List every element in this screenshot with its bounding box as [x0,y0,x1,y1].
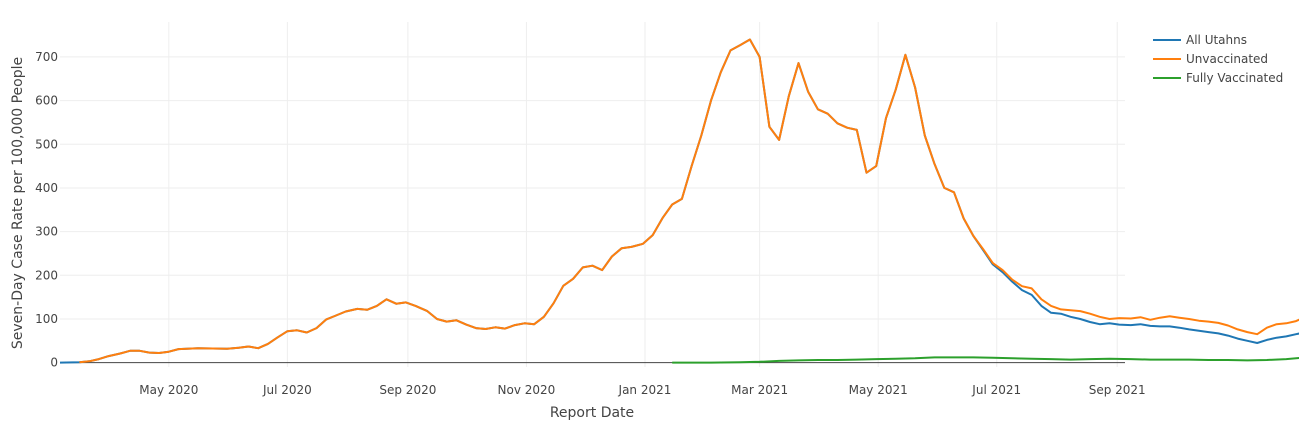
legend-label[interactable]: Unvaccinated [1186,52,1268,66]
series-lines [59,38,1299,364]
y-tick-label: 200 [35,268,58,282]
y-tick-label: 100 [35,312,58,326]
y-tick-label: 500 [35,137,58,151]
y-tick-label: 700 [35,50,58,64]
legend-label[interactable]: All Utahns [1186,33,1247,47]
x-tick-labels: May 2020 Jul 2020 Sep 2020 Nov 2020 Jan 2021… [139,383,1145,397]
x-tick-label: Jul 2020 [262,383,312,397]
x-tick-label: May 2020 [139,383,198,397]
y-tick-label: 600 [35,94,58,108]
x-tick-label: Sep 2020 [379,383,436,397]
x-tick-label: Jan 2021 [618,383,672,397]
x-tick-label: May 2021 [849,383,908,397]
y-tick-label: 300 [35,225,58,239]
legend-label[interactable]: Fully Vaccinated [1186,71,1283,85]
y-tick-label: 400 [35,181,58,195]
x-axis-title: Report Date [550,405,634,421]
legend: All Utahns Unvaccinated Fully Vaccinated [1153,33,1283,85]
series-line-fully-vaccinated [672,356,1299,364]
y-tick-label: 0 [50,356,58,370]
series-line-unvaccinated [79,38,1299,364]
x-tick-label: Jul 2021 [971,383,1021,397]
y-axis-title: Seven-Day Case Rate per 100,000 People [10,57,26,349]
x-tick-label: Mar 2021 [731,383,788,397]
x-tick-label: Sep 2021 [1089,383,1146,397]
grid-lines [60,22,1125,367]
y-tick-labels: 0 100 200 300 400 500 600 700 [35,50,58,370]
x-tick-label: Nov 2020 [498,383,556,397]
